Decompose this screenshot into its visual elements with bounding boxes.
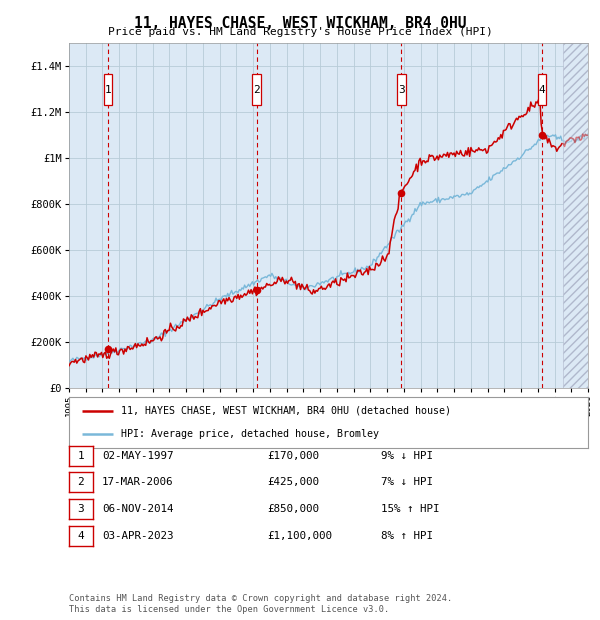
Text: 4: 4	[539, 85, 545, 95]
FancyBboxPatch shape	[397, 74, 406, 105]
Text: This data is licensed under the Open Government Licence v3.0.: This data is licensed under the Open Gov…	[69, 604, 389, 614]
Text: 06-NOV-2014: 06-NOV-2014	[102, 504, 173, 514]
Text: 1: 1	[77, 451, 85, 461]
FancyBboxPatch shape	[104, 74, 112, 105]
Text: £170,000: £170,000	[267, 451, 319, 461]
Text: 2: 2	[77, 477, 85, 487]
Text: 02-MAY-1997: 02-MAY-1997	[102, 451, 173, 461]
Text: £850,000: £850,000	[267, 504, 319, 514]
Text: 3: 3	[77, 504, 85, 514]
Text: 1: 1	[104, 85, 112, 95]
Text: £1,100,000: £1,100,000	[267, 531, 332, 541]
Text: 17-MAR-2006: 17-MAR-2006	[102, 477, 173, 487]
FancyBboxPatch shape	[538, 74, 547, 105]
Text: 11, HAYES CHASE, WEST WICKHAM, BR4 0HU: 11, HAYES CHASE, WEST WICKHAM, BR4 0HU	[134, 16, 466, 31]
Text: 11, HAYES CHASE, WEST WICKHAM, BR4 0HU (detached house): 11, HAYES CHASE, WEST WICKHAM, BR4 0HU (…	[121, 405, 451, 415]
Text: 3: 3	[398, 85, 404, 95]
Text: Contains HM Land Registry data © Crown copyright and database right 2024.: Contains HM Land Registry data © Crown c…	[69, 593, 452, 603]
Text: HPI: Average price, detached house, Bromley: HPI: Average price, detached house, Brom…	[121, 429, 379, 439]
FancyBboxPatch shape	[253, 74, 261, 105]
Text: 7% ↓ HPI: 7% ↓ HPI	[381, 477, 433, 487]
Text: 9% ↓ HPI: 9% ↓ HPI	[381, 451, 433, 461]
Text: 03-APR-2023: 03-APR-2023	[102, 531, 173, 541]
Text: £425,000: £425,000	[267, 477, 319, 487]
Bar	[563, 43, 588, 388]
Text: 2: 2	[253, 85, 260, 95]
Text: 4: 4	[77, 531, 85, 541]
Text: 15% ↑ HPI: 15% ↑ HPI	[381, 504, 439, 514]
Text: Price paid vs. HM Land Registry's House Price Index (HPI): Price paid vs. HM Land Registry's House …	[107, 27, 493, 37]
Text: 8% ↑ HPI: 8% ↑ HPI	[381, 531, 433, 541]
Bar	[563, 43, 588, 388]
